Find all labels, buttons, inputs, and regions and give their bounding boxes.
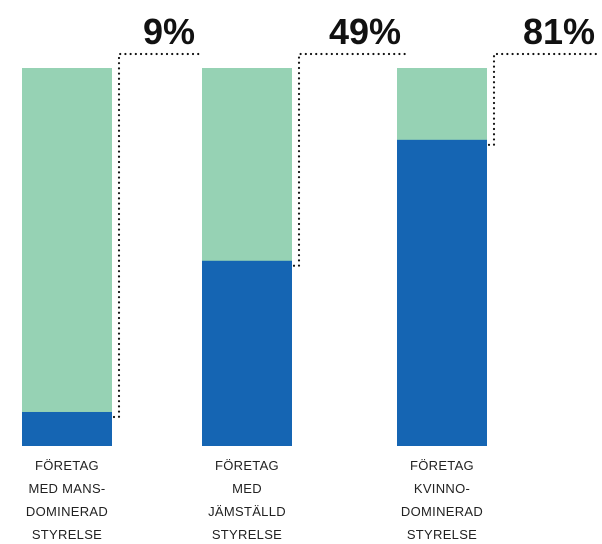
leader-line-1 <box>112 52 201 419</box>
bar-remainder-1 <box>22 68 112 446</box>
leader-line-3 <box>487 52 601 146</box>
value-label-1: 9% <box>143 11 195 52</box>
category-label-2-line-2: MED <box>232 481 262 496</box>
category-label-2-line-4: STYRELSE <box>212 527 282 542</box>
leader-line-2 <box>292 52 407 267</box>
bar-value-3 <box>397 139 487 446</box>
bar-value-1 <box>22 411 112 446</box>
bar-value-2 <box>202 260 292 446</box>
category-label-1-line-4: STYRELSE <box>32 527 102 542</box>
category-label-3-line-4: STYRELSE <box>407 527 477 542</box>
value-label-2: 49% <box>329 11 401 52</box>
category-label-1-line-3: DOMINERAD <box>26 504 108 519</box>
category-label-2-line-1: FÖRETAG <box>215 458 279 473</box>
value-label-3: 81% <box>523 11 595 52</box>
category-label-1-line-1: FÖRETAG <box>35 458 99 473</box>
category-label-3-line-1: FÖRETAG <box>410 458 474 473</box>
category-label-2-line-3: JÄMSTÄLLD <box>208 504 286 519</box>
category-label-3-line-3: DOMINERAD <box>401 504 483 519</box>
category-label-1-line-2: MED MANS- <box>28 481 105 496</box>
category-label-3-line-2: KVINNO- <box>414 481 470 496</box>
